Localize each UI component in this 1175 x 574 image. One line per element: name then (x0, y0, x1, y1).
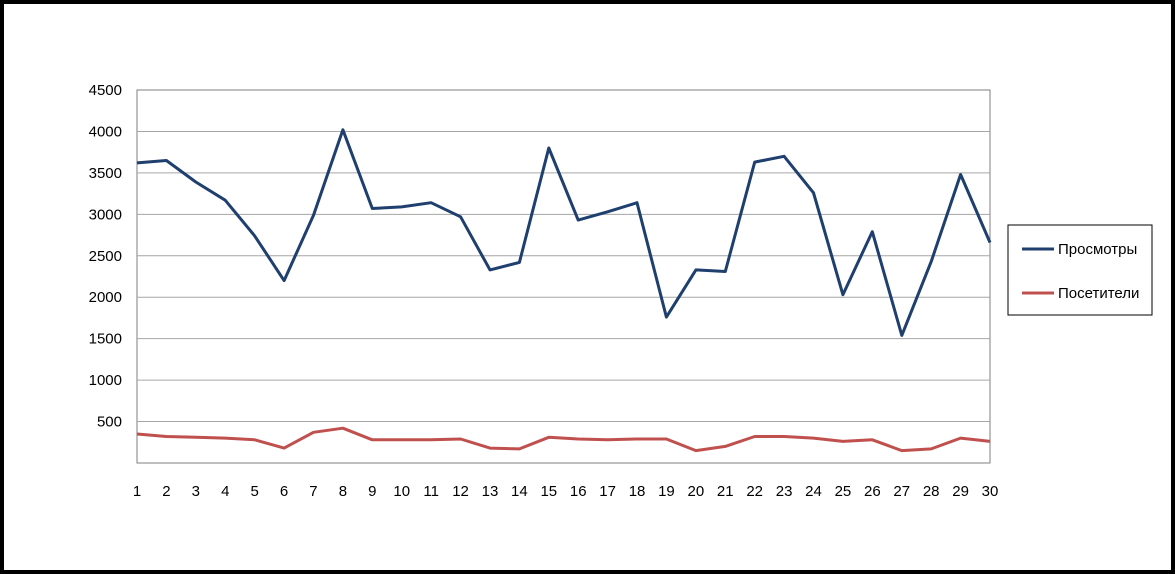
y-axis-ticks: 500 1000 1500 2000 2500 3000 3500 4000 4500 (89, 82, 122, 431)
legend-label-views: Просмотры (1058, 241, 1137, 258)
x-tick-label: 19 (658, 483, 675, 500)
x-tick-label: 30 (982, 483, 999, 500)
x-tick-label: 14 (511, 483, 528, 500)
y-tick-label: 500 (97, 414, 122, 431)
x-tick-label: 23 (776, 483, 793, 500)
legend: Просмотры Посетители (1007, 224, 1153, 316)
x-tick-label: 8 (339, 483, 347, 500)
x-tick-label: 16 (570, 483, 587, 500)
x-tick-label: 11 (423, 483, 439, 500)
x-tick-label: 5 (250, 483, 258, 500)
x-tick-label: 28 (923, 483, 940, 500)
legend-box (1007, 224, 1153, 316)
x-tick-label: 9 (368, 483, 376, 500)
x-tick-label: 22 (746, 483, 763, 500)
y-tick-label: 2500 (89, 248, 122, 265)
series-line-0 (136, 128, 992, 337)
x-tick-label: 25 (835, 483, 852, 500)
x-tick-label: 2 (162, 483, 170, 500)
x-tick-label: 7 (309, 483, 317, 500)
x-tick-label: 17 (599, 483, 616, 500)
x-tick-label: 21 (717, 483, 734, 500)
x-tick-label: 6 (280, 483, 288, 500)
x-tick-label: 3 (192, 483, 200, 500)
series-line-1 (136, 426, 991, 453)
y-tick-label: 2000 (89, 289, 122, 306)
x-axis-ticks: 1 2 3 4 5 6 7 8 9 10 11 12 13 14 15 16 17 18 19 20 21 22 23 24 2… (133, 483, 999, 500)
plot-area (136, 89, 991, 464)
x-tick-label: 10 (393, 483, 410, 500)
y-tick-label: 4500 (89, 82, 122, 99)
series-lines (136, 128, 992, 453)
x-tick-label: 18 (629, 483, 646, 500)
x-tick-label: 20 (688, 483, 705, 500)
x-tick-label: 4 (221, 483, 229, 500)
legend-label-visitors: Посетители (1058, 285, 1139, 302)
x-tick-label: 13 (482, 483, 499, 500)
x-tick-label: 12 (452, 483, 469, 500)
y-tick-label: 1000 (89, 372, 122, 389)
x-tick-label: 24 (805, 483, 822, 500)
x-tick-label: 27 (893, 483, 910, 500)
y-tick-label: 1500 (89, 331, 122, 348)
y-tick-label: 3500 (89, 165, 122, 182)
x-tick-label: 29 (952, 483, 969, 500)
y-tick-label: 3000 (89, 206, 122, 223)
x-tick-label: 26 (864, 483, 881, 500)
gridlines (137, 130, 990, 423)
x-tick-label: 1 (133, 483, 141, 500)
x-tick-label: 15 (540, 483, 557, 500)
y-tick-label: 4000 (89, 123, 122, 140)
